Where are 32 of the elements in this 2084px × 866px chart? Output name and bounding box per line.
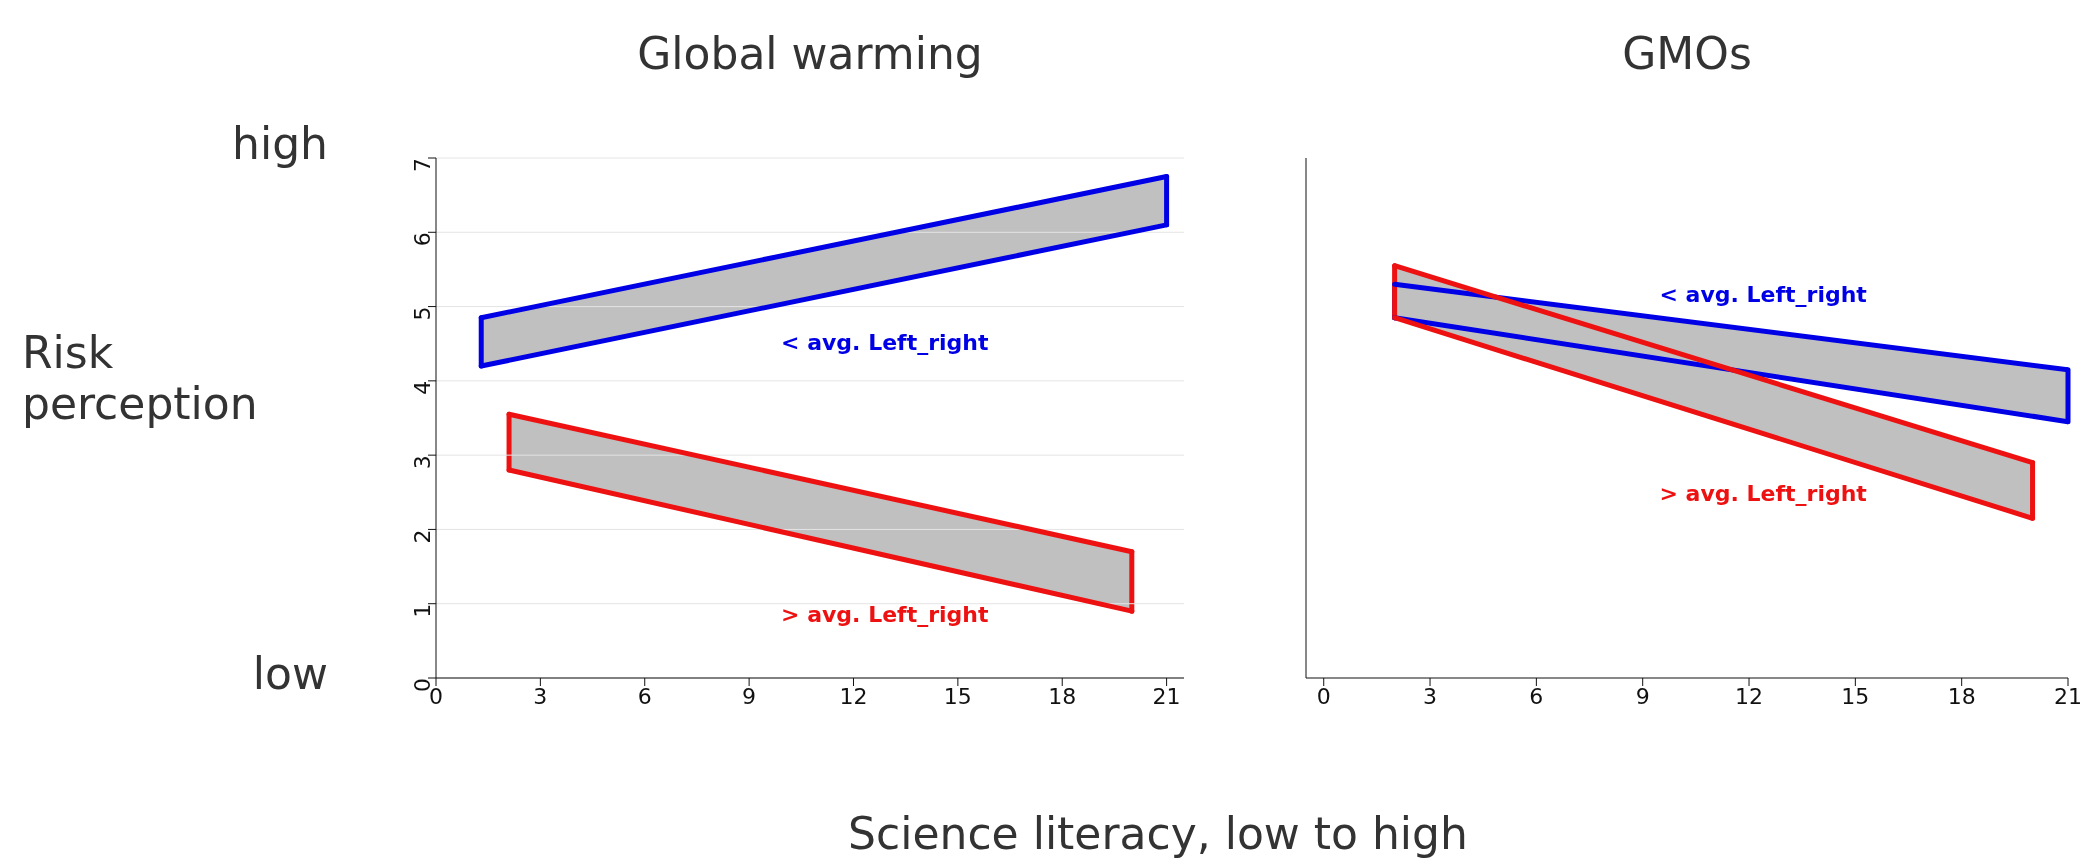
text: low [251,648,328,699]
y-tick-label: 3 [409,455,435,470]
chart-title: Global warming [636,28,984,79]
chart-title: GMOs [1621,28,1753,79]
x-tick-label: 3 [533,683,548,709]
x-tick-label: 6 [1529,683,1544,709]
x-tick-label: 0 [1316,683,1331,709]
y-axis-title: Risk perception [22,327,259,430]
y-tick-label: 2 [409,529,435,544]
series-label: < avg. Left_right [1659,281,1868,307]
text: > avg. Left_right [781,602,989,628]
x-tick-label: 12 [1735,683,1764,709]
y-tick-label: 1 [409,603,435,618]
text: high [231,118,328,169]
x-tick-label: 18 [1048,683,1077,709]
text: < avg. Left_right [781,330,989,356]
x-tick-label: 18 [1947,683,1976,709]
x-tick-label: 9 [1635,683,1650,709]
x-tick-label: 21 [2054,683,2082,709]
y-tick-label: 5 [409,306,435,321]
text: > avg. Left_right [1659,480,1868,506]
x-tick-label: 21 [1152,683,1181,709]
x-tick-label: 6 [637,683,652,709]
x-tick-label: 15 [943,683,972,709]
x-tick-label: 12 [839,683,868,709]
x-tick-label: 3 [1423,683,1438,709]
y-tick-label: 7 [409,158,435,172]
y-tick-label: 6 [409,232,435,247]
x-tick-label: 9 [742,683,757,709]
y-tick-label: 4 [409,380,435,395]
x-tick-label: 15 [1841,683,1870,709]
x-axis-title: Science literacy, low to high [847,808,1469,859]
